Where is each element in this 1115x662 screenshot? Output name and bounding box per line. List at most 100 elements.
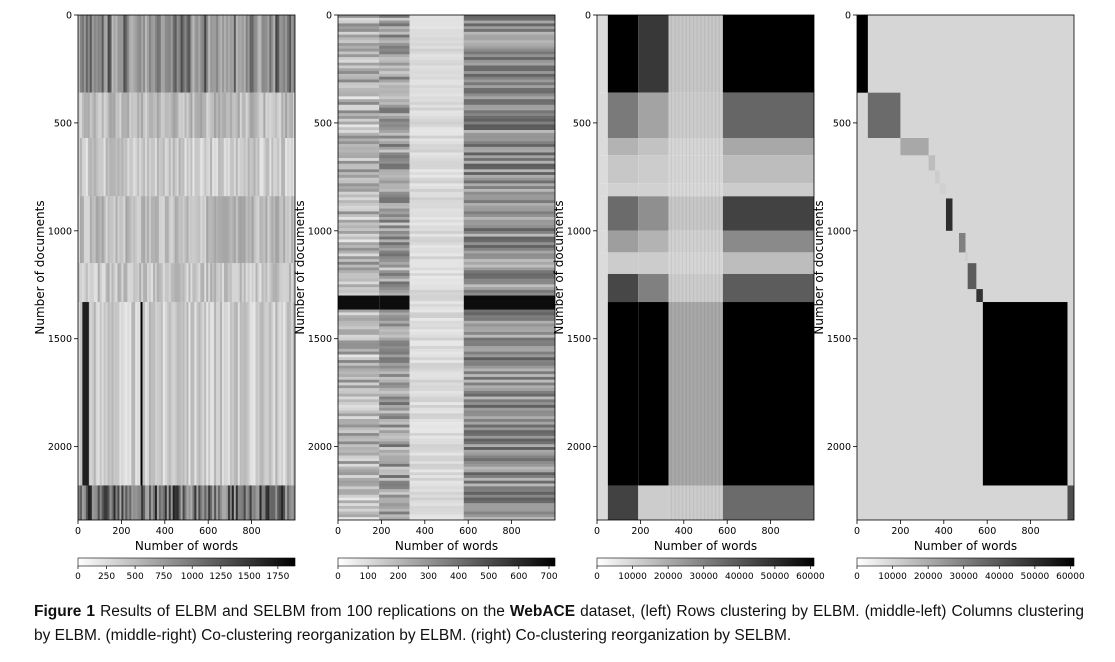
stripe [117,196,120,264]
stripe [409,245,464,249]
stripe [338,374,380,378]
stripe [172,15,175,93]
stripe [338,508,380,512]
stripe [463,348,555,352]
stripe [409,483,464,487]
stripe [184,196,187,264]
stripe [409,43,464,47]
stripe [125,196,128,264]
stripe [158,15,162,93]
stripe [121,92,124,139]
stripe [409,17,464,21]
stripe [338,247,380,251]
stripe [338,208,380,212]
stripe [79,196,83,264]
stripe [166,138,170,197]
stripe [409,113,464,117]
stripe [170,302,173,486]
stripe [158,263,162,303]
stripe [463,430,555,434]
stripe [463,483,555,487]
co-cluster-block [668,155,723,184]
heatmap-cells [857,15,1074,520]
stripe [109,15,112,93]
stripe [670,15,672,520]
stripe [162,263,166,303]
stripe [409,340,464,344]
stripe [463,158,555,162]
stripe [409,413,464,417]
stripe [463,449,555,453]
stripe [223,302,227,486]
stripe [283,15,286,93]
stripe [186,138,189,197]
stripe [338,494,380,498]
stripe [463,124,555,128]
stripe [257,263,260,303]
stripe [261,263,264,303]
stripe [409,416,464,420]
stripe [111,196,114,264]
stripe [99,263,102,303]
stripe [379,517,410,520]
stripe [109,485,112,520]
stripe [463,15,555,19]
stripe [291,138,294,197]
stripe [379,113,410,117]
stripe [206,92,209,139]
stripe [172,263,175,303]
stripe [463,90,555,94]
stripe [463,146,555,150]
stripe [338,491,380,496]
stripe [188,92,191,139]
stripe [263,302,266,486]
stripe [338,329,380,333]
stripe [463,177,555,181]
stripe [239,302,243,486]
stripe [379,303,410,308]
stripe [192,485,195,520]
stripe [113,92,116,139]
x-tick-label: 0 [854,526,860,537]
stripe [463,239,555,243]
stripe [338,413,380,417]
stripe [111,263,114,303]
stripe [235,138,239,197]
stripe [255,263,258,303]
stripe [678,15,680,520]
stripe [338,211,380,215]
co-cluster-block [638,273,669,303]
stripe [379,202,410,207]
stripe [200,138,203,197]
stripe [222,196,225,264]
stripe [463,121,555,125]
stripe [379,188,410,193]
stripe [273,138,276,197]
stripe [127,196,130,264]
stripe [463,407,555,411]
stripe [409,101,464,106]
stripe [265,485,268,520]
stripe [214,15,217,93]
y-tick-label: 1000 [48,226,72,237]
stripe [129,196,132,264]
stripe [338,99,380,103]
co-cluster-block [976,289,983,303]
stripe [463,472,555,476]
stripe [245,196,248,264]
co-cluster-block [607,302,639,486]
stripe [97,15,100,93]
stripe [291,263,294,303]
stripe [259,15,262,93]
stripe [338,447,380,451]
stripe [229,15,233,93]
stripe [162,485,166,520]
stripe [409,275,464,280]
stripe [379,59,410,63]
stripe [463,270,555,274]
stripe [105,138,108,197]
stripe [241,485,245,520]
stripe [123,302,126,486]
stripe [196,263,199,303]
stripe [111,138,114,197]
